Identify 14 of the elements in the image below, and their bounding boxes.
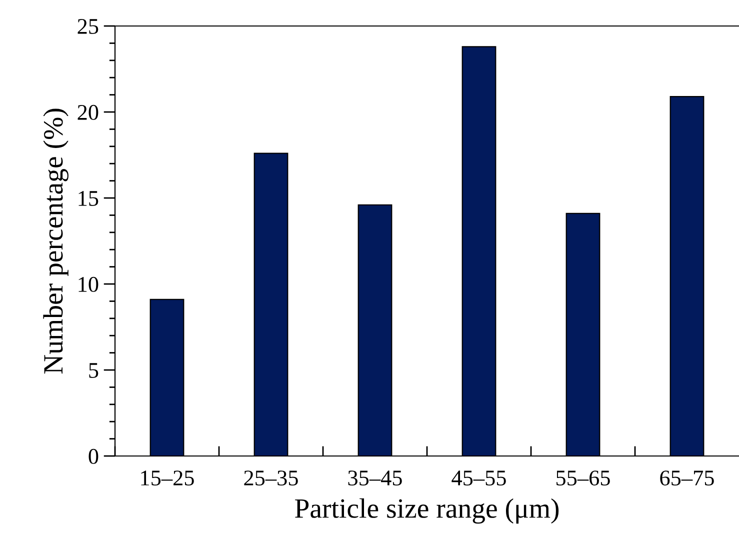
- y-axis-title: Number percentage (%): [43, 108, 68, 374]
- x-tick-label: 25–35: [244, 470, 298, 486]
- x-tick-label: 15–25: [141, 470, 194, 486]
- y-tick-label: 5: [89, 363, 98, 378]
- y-tick-label: 0: [88, 448, 98, 464]
- x-tick-label: 65–75: [660, 470, 714, 486]
- y-tick-label: 20: [78, 104, 98, 120]
- y-tick-label: 15: [78, 191, 98, 206]
- x-tick-label: 55–65: [556, 470, 610, 486]
- y-tick-label: 10: [78, 276, 98, 292]
- x-tick-label: 35–45: [348, 470, 402, 486]
- x-tick-label: 45–55: [452, 470, 506, 486]
- x-axis-title: Particle size range (μm): [295, 498, 559, 524]
- y-tick-label: 25: [78, 18, 98, 34]
